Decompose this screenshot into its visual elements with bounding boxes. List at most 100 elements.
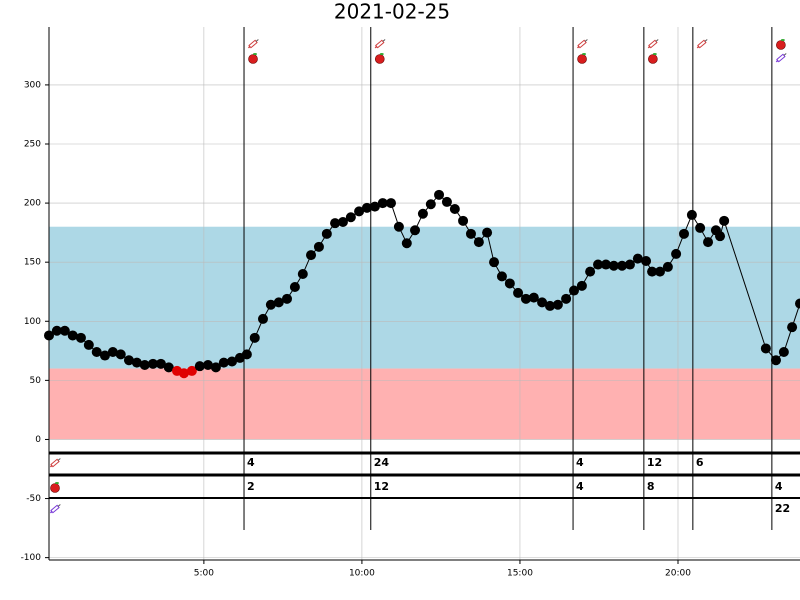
target-band (49, 226, 800, 369)
syringe-needle (783, 53, 787, 56)
glucose-point (410, 225, 421, 236)
apple-icon (776, 40, 786, 50)
syringe-plunger (775, 59, 779, 63)
glucose-point (67, 330, 78, 341)
y-tick-label: -50 (26, 494, 41, 504)
glucose-point (641, 256, 652, 266)
glucose-point (561, 293, 572, 304)
low-band (49, 368, 800, 440)
apple-icon (248, 54, 258, 64)
glucose-point (600, 259, 611, 270)
glucose-point (306, 250, 317, 261)
y-tick-label: 250 (24, 140, 41, 150)
glucose-point (361, 202, 372, 213)
glucose-point (393, 221, 404, 232)
glucose-point (778, 347, 789, 357)
apple-leaf (652, 53, 657, 55)
glucose-point (482, 227, 493, 238)
glucose-point (147, 358, 158, 369)
glucose-point (99, 350, 110, 361)
glucose-point (241, 349, 252, 360)
glucose-point (186, 365, 197, 376)
insulin-label: 4 (247, 456, 255, 469)
glucose-point (617, 260, 628, 271)
apple-icon (648, 54, 658, 64)
glucose-point (458, 215, 469, 226)
glucose-point (504, 278, 515, 289)
glucose-point (795, 298, 800, 309)
syringe-body (648, 39, 658, 49)
syringe-icon (49, 504, 61, 514)
syringe-icon (576, 39, 588, 49)
glucose-point (131, 357, 142, 368)
glucose-point (401, 238, 412, 249)
glucose-point (473, 237, 484, 248)
glucose-point (107, 347, 118, 357)
syringe-body (776, 53, 786, 63)
glucose-point (686, 209, 697, 220)
y-tick-label: 0 (35, 435, 41, 445)
glucose-point (273, 297, 284, 308)
glucose-point (83, 339, 94, 350)
glucose-point (647, 266, 658, 277)
syringe-needle (255, 39, 259, 42)
syringe-plunger (647, 45, 651, 49)
syringe-body (577, 39, 587, 49)
syringe-plunger (49, 510, 53, 514)
glucose-point (528, 292, 539, 303)
glucose-point (624, 259, 635, 270)
glucose-point (282, 293, 293, 304)
glucose-point (449, 204, 460, 214)
carbs-label: 12 (374, 480, 389, 493)
apple-icon (50, 483, 60, 493)
insulin-label: 24 (374, 456, 390, 469)
glucose-point (313, 241, 324, 252)
glucose-point (593, 259, 604, 270)
glucose-point (678, 228, 689, 239)
glucose-point (425, 199, 436, 210)
syringe-plunger (374, 45, 378, 49)
insulin-label: 12 (647, 456, 662, 469)
glucose-point (194, 361, 205, 372)
syringe-needle (57, 504, 61, 507)
x-tick-label: 20:00 (665, 569, 691, 579)
syringe-needle (655, 39, 659, 42)
syringe-plunger (247, 45, 251, 49)
carbs-label: 2 (247, 480, 255, 493)
glucose-point (257, 313, 268, 324)
syringe-plunger (49, 464, 53, 468)
glucose-point (377, 198, 388, 209)
glucose-point (337, 217, 348, 227)
glucose-point (608, 260, 619, 271)
y-tick-label: 200 (24, 199, 41, 209)
glucose-point (202, 360, 213, 370)
glucose-point (218, 357, 229, 368)
basal-label: 22 (775, 502, 790, 515)
syringe-icon (374, 39, 386, 49)
glucose-point (552, 299, 563, 310)
glucose-point (465, 228, 476, 239)
glucose-point (671, 248, 682, 259)
glucose-point (770, 355, 781, 366)
glucose-point (703, 237, 714, 248)
glucose-point (385, 198, 396, 209)
apple-leaf (582, 53, 587, 55)
glucose-point (544, 300, 555, 311)
syringe-body (50, 458, 60, 468)
glucose-point (155, 358, 166, 369)
y-tick-label: 300 (24, 80, 41, 90)
glucose-point (123, 355, 134, 366)
glucose-point (520, 293, 531, 304)
glucose-point (249, 332, 260, 343)
glucose-point (695, 222, 706, 233)
syringe-needle (584, 39, 588, 42)
apple-icon (577, 54, 587, 64)
x-tick-label: 5:00 (194, 569, 214, 579)
apple-icon (374, 54, 385, 64)
glucose-point (227, 356, 238, 367)
glucose-point (434, 189, 445, 200)
glucose-point (91, 347, 102, 357)
glucose-point (75, 332, 86, 343)
glucose-point (51, 325, 62, 336)
